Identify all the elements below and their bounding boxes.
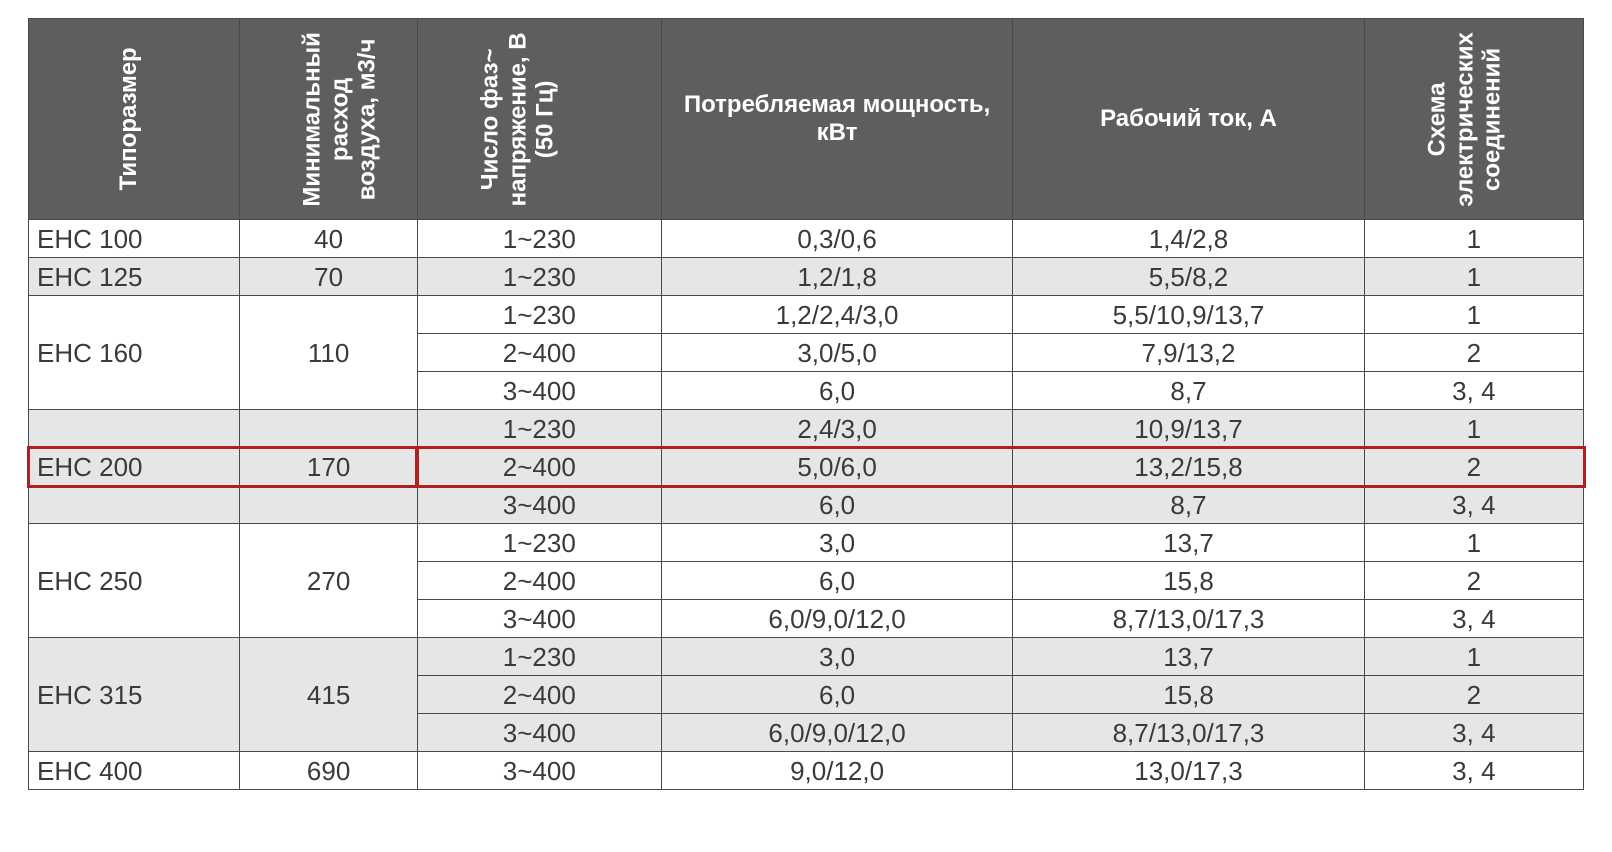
model-cell: EHC 125: [29, 258, 240, 296]
current-cell: 13,2/15,8: [1013, 448, 1364, 486]
power-cell: 2,4/3,0: [661, 410, 1012, 448]
current-cell: 8,7/13,0/17,3: [1013, 600, 1364, 638]
airflow-cell: 70: [240, 258, 417, 296]
power-cell: 1,2/1,8: [661, 258, 1012, 296]
scheme-cell: 3, 4: [1364, 372, 1583, 410]
phase-cell: 3~400: [417, 372, 661, 410]
phase-cell: 1~230: [417, 638, 661, 676]
current-cell: 1,4/2,8: [1013, 220, 1364, 258]
spec-table: Типоразмер Минимальный расход воздуха, м3…: [28, 18, 1584, 790]
power-cell: 6,0: [661, 676, 1012, 714]
scheme-cell: 1: [1364, 410, 1583, 448]
current-cell: 10,9/13,7: [1013, 410, 1364, 448]
power-cell: 0,3/0,6: [661, 220, 1012, 258]
current-cell: 8,7: [1013, 372, 1364, 410]
model-cell: EHC 315: [29, 638, 240, 752]
power-cell: 6,0/9,0/12,0: [661, 714, 1012, 752]
col-header-4: Рабочий ток, А: [1013, 19, 1364, 220]
current-cell: 5,5/10,9/13,7: [1013, 296, 1364, 334]
current-cell: 15,8: [1013, 676, 1364, 714]
col-header-5: Схема электрических соединений: [1364, 19, 1583, 220]
scheme-cell: 3, 4: [1364, 752, 1583, 790]
col-header-label: Рабочий ток, А: [1013, 19, 1363, 219]
scheme-cell: 2: [1364, 676, 1583, 714]
scheme-cell: 1: [1364, 220, 1583, 258]
scheme-cell: 3, 4: [1364, 714, 1583, 752]
col-header-label: Типоразмер: [109, 19, 149, 219]
phase-cell: 2~400: [417, 676, 661, 714]
model-cell: EHC 200: [29, 410, 240, 524]
phase-cell: 1~230: [417, 258, 661, 296]
scheme-cell: 3, 4: [1364, 486, 1583, 524]
scheme-cell: 3, 4: [1364, 600, 1583, 638]
col-header-label: Потребляемая мощность, кВт: [662, 19, 1012, 219]
phase-cell: 1~230: [417, 524, 661, 562]
model-cell: EHC 160: [29, 296, 240, 410]
scheme-cell: 1: [1364, 258, 1583, 296]
table-row: EHC 1601101~2301,2/2,4/3,05,5/10,9/13,71: [29, 296, 1584, 334]
col-header-label: Число фаз~ напряжение, В (50 Гц): [470, 19, 565, 219]
scheme-cell: 1: [1364, 296, 1583, 334]
col-header-2: Число фаз~ напряжение, В (50 Гц): [417, 19, 661, 220]
col-header-0: Типоразмер: [29, 19, 240, 220]
scheme-cell: 2: [1364, 334, 1583, 372]
scheme-cell: 2: [1364, 562, 1583, 600]
power-cell: 5,0/6,0: [661, 448, 1012, 486]
table-row: EHC 100401~2300,3/0,61,4/2,81: [29, 220, 1584, 258]
col-header-label: Минимальный расход воздуха, м3/ч: [293, 19, 388, 219]
airflow-cell: 690: [240, 752, 417, 790]
phase-cell: 1~230: [417, 410, 661, 448]
scheme-cell: 2: [1364, 448, 1583, 486]
power-cell: 6,0: [661, 562, 1012, 600]
table-head: Типоразмер Минимальный расход воздуха, м3…: [29, 19, 1584, 220]
model-cell: EHC 250: [29, 524, 240, 638]
table-row: EHC 3154151~2303,013,71: [29, 638, 1584, 676]
airflow-cell: 40: [240, 220, 417, 258]
phase-cell: 3~400: [417, 486, 661, 524]
phase-cell: 2~400: [417, 562, 661, 600]
airflow-cell: 415: [240, 638, 417, 752]
airflow-cell: 170: [240, 410, 417, 524]
col-header-1: Минимальный расход воздуха, м3/ч: [240, 19, 417, 220]
table-row: EHC 2001701~2302,4/3,010,9/13,71: [29, 410, 1584, 448]
col-header-label: Схема электрических соединений: [1417, 19, 1512, 219]
phase-cell: 1~230: [417, 220, 661, 258]
spec-table-wrapper: Типоразмер Минимальный расход воздуха, м3…: [28, 18, 1584, 790]
power-cell: 9,0/12,0: [661, 752, 1012, 790]
power-cell: 6,0/9,0/12,0: [661, 600, 1012, 638]
header-row: Типоразмер Минимальный расход воздуха, м3…: [29, 19, 1584, 220]
airflow-cell: 270: [240, 524, 417, 638]
phase-cell: 2~400: [417, 334, 661, 372]
table-row: EHC 125701~2301,2/1,85,5/8,21: [29, 258, 1584, 296]
scheme-cell: 1: [1364, 524, 1583, 562]
current-cell: 13,7: [1013, 638, 1364, 676]
current-cell: 13,0/17,3: [1013, 752, 1364, 790]
current-cell: 13,7: [1013, 524, 1364, 562]
power-cell: 6,0: [661, 372, 1012, 410]
current-cell: 7,9/13,2: [1013, 334, 1364, 372]
phase-cell: 2~400: [417, 448, 661, 486]
power-cell: 3,0: [661, 638, 1012, 676]
phase-cell: 3~400: [417, 752, 661, 790]
phase-cell: 1~230: [417, 296, 661, 334]
power-cell: 6,0: [661, 486, 1012, 524]
current-cell: 8,7/13,0/17,3: [1013, 714, 1364, 752]
airflow-cell: 110: [240, 296, 417, 410]
power-cell: 1,2/2,4/3,0: [661, 296, 1012, 334]
table-row: EHC 2502701~2303,013,71: [29, 524, 1584, 562]
table-row: EHC 4006903~4009,0/12,013,0/17,33, 4: [29, 752, 1584, 790]
current-cell: 8,7: [1013, 486, 1364, 524]
current-cell: 5,5/8,2: [1013, 258, 1364, 296]
model-cell: EHC 400: [29, 752, 240, 790]
phase-cell: 3~400: [417, 600, 661, 638]
current-cell: 15,8: [1013, 562, 1364, 600]
power-cell: 3,0: [661, 524, 1012, 562]
scheme-cell: 1: [1364, 638, 1583, 676]
power-cell: 3,0/5,0: [661, 334, 1012, 372]
col-header-3: Потребляемая мощность, кВт: [661, 19, 1012, 220]
model-cell: EHC 100: [29, 220, 240, 258]
phase-cell: 3~400: [417, 714, 661, 752]
table-body: EHC 100401~2300,3/0,61,4/2,81EHC 125701~…: [29, 220, 1584, 790]
